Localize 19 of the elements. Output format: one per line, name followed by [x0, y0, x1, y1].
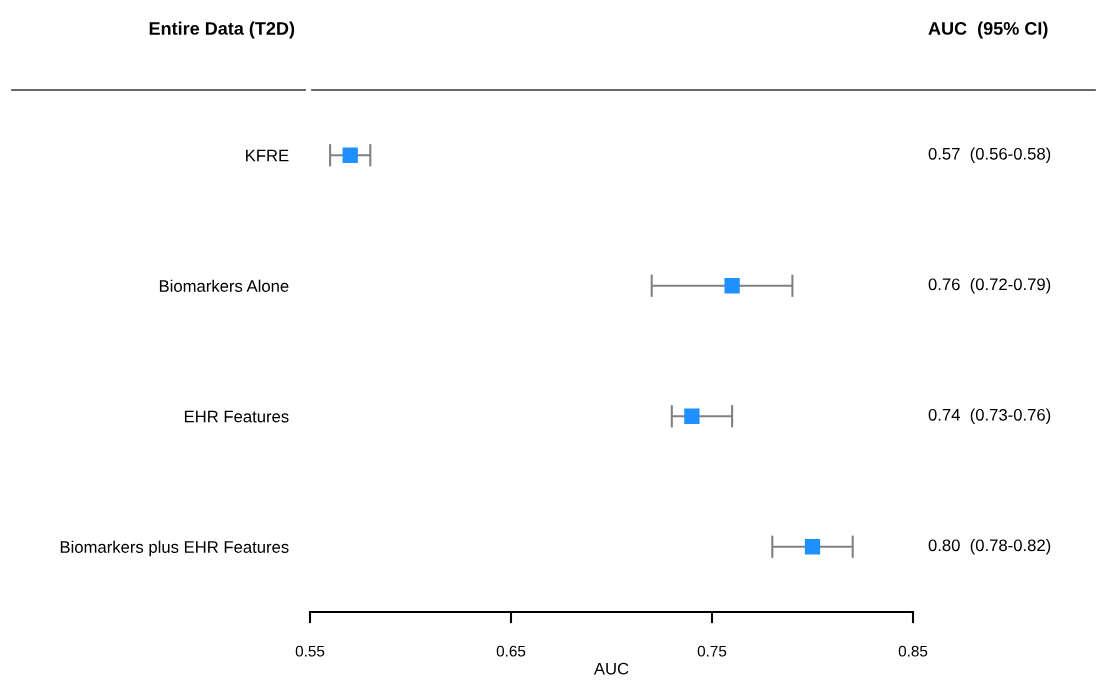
y-tick-label: KFRE — [246, 149, 289, 162]
data-label: 0.74 (0.73-0.76) — [928, 408, 1051, 425]
x-tick-label: 0.65 — [496, 645, 526, 657]
x-tick-label: 0.75 — [697, 645, 727, 657]
x-axis-title: AUC — [593, 662, 629, 675]
x-tick-label: 0.55 — [295, 645, 325, 657]
text: AUC (95% CI) — [928, 21, 1048, 39]
point — [724, 278, 740, 294]
point — [684, 408, 700, 424]
y-tick-label: Biomarkers Alone — [159, 279, 289, 292]
point — [342, 147, 358, 163]
y-tick-label: EHR Features — [184, 410, 289, 423]
text: Entire Data (T2D) — [149, 21, 295, 39]
point — [804, 539, 821, 555]
data-label: 0.76 (0.72-0.79) — [928, 277, 1051, 294]
data-label: 0.57 (0.56-0.58) — [928, 147, 1051, 164]
data-label: 0.80 (0.78-0.82) — [928, 538, 1051, 555]
x-tick-label: 0.85 — [898, 645, 928, 657]
y-tick-label: Biomarkers plus EHR Features — [60, 540, 289, 557]
